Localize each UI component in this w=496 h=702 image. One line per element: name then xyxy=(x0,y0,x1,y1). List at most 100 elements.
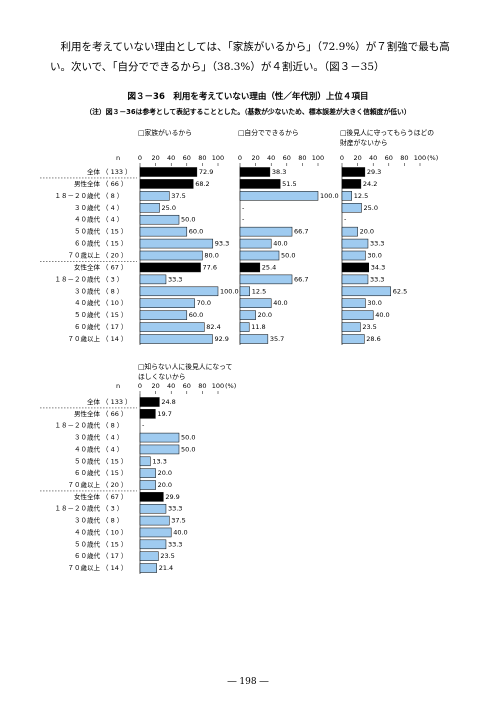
value-label: 66.7 xyxy=(294,275,308,283)
value-label: 11.8 xyxy=(251,323,265,331)
value-label: 40.0 xyxy=(273,240,287,248)
n-label: （ 4 ） xyxy=(102,216,123,224)
value-label: 82.4 xyxy=(206,323,220,331)
chart-title: □家族がいるから xyxy=(138,129,192,137)
bar xyxy=(139,214,180,225)
value-label: - xyxy=(142,422,145,430)
x-tick-label: 40 xyxy=(369,154,377,162)
bar xyxy=(341,334,365,344)
bar xyxy=(341,286,391,297)
row-label: １８－２０歳代 xyxy=(55,274,101,283)
value-label: 35.7 xyxy=(270,335,284,343)
value-label: 23.5 xyxy=(362,323,376,331)
bar xyxy=(139,262,201,273)
bar xyxy=(139,322,205,332)
n-label: （ 15 ） xyxy=(102,311,127,319)
n-label: （ 8 ） xyxy=(102,422,123,430)
bar xyxy=(239,322,250,332)
value-label: 37.5 xyxy=(171,517,185,525)
value-label: 21.4 xyxy=(159,564,173,572)
value-label: 50.0 xyxy=(281,252,295,260)
bar xyxy=(139,203,160,213)
row-label: ７０歳以上 xyxy=(68,563,101,572)
bar xyxy=(139,492,164,502)
x-tick-label: 40 xyxy=(167,382,175,390)
bar xyxy=(239,310,256,320)
value-label: 66.7 xyxy=(294,228,308,236)
bar xyxy=(139,310,188,320)
value-label: 62.5 xyxy=(393,287,407,295)
row-label: ３０歳代 xyxy=(74,203,101,212)
x-tick-label: 100 xyxy=(312,154,324,162)
row-label: ４０歳代 xyxy=(74,444,101,453)
n-label: （ 10 ） xyxy=(102,528,127,536)
n-label: （ 17 ） xyxy=(102,323,127,331)
n-label: （ 14 ） xyxy=(102,335,127,343)
value-label: 29.3 xyxy=(367,168,381,176)
value-label: 60.0 xyxy=(189,311,203,319)
row-label: ５０歳代 xyxy=(74,310,101,319)
row-label: 男性全体 xyxy=(74,409,101,418)
bar xyxy=(239,274,293,285)
page-number: ― 198 ― xyxy=(227,677,269,687)
row-label: ３０歳代 xyxy=(74,286,101,295)
bar xyxy=(139,334,213,344)
bar xyxy=(139,286,219,297)
row-label: 女性全体 xyxy=(74,492,101,501)
value-label: 68.2 xyxy=(195,180,209,188)
bar xyxy=(139,226,188,237)
bar xyxy=(139,167,198,177)
value-label: 30.0 xyxy=(367,299,381,307)
value-label: 40.0 xyxy=(375,311,389,319)
n-label: （ 10 ） xyxy=(102,299,127,307)
n-label: （ 4 ） xyxy=(102,445,123,453)
bar xyxy=(139,238,214,249)
bar xyxy=(239,179,281,189)
value-label: 12.5 xyxy=(354,192,368,200)
value-label: 29.9 xyxy=(165,493,179,501)
x-tick-label: 100 xyxy=(212,382,224,390)
value-label: 25.4 xyxy=(262,263,276,271)
row-label: ５０歳代 xyxy=(74,227,101,236)
value-label: 23.5 xyxy=(160,552,174,560)
row-label: ７０歳以上 xyxy=(68,251,101,260)
bar xyxy=(341,310,374,320)
x-unit: (%) xyxy=(225,382,236,390)
value-label: 33.3 xyxy=(370,275,384,283)
n-label: （ 20 ） xyxy=(102,252,127,260)
bar xyxy=(341,322,361,332)
n-label: （ 8 ） xyxy=(102,287,123,295)
value-label: 33.3 xyxy=(168,275,182,283)
bar xyxy=(239,238,272,249)
bar xyxy=(139,503,167,514)
bar xyxy=(341,203,362,213)
value-label: 50.0 xyxy=(181,216,195,224)
n-label: （ 4 ） xyxy=(102,434,123,442)
bar xyxy=(341,298,366,308)
bar xyxy=(341,179,362,189)
row-label: ６０歳代 xyxy=(74,551,101,560)
value-label: 40.0 xyxy=(273,299,287,307)
bar xyxy=(341,226,358,237)
row-label: ３０歳代 xyxy=(74,516,101,525)
value-label: - xyxy=(242,204,245,212)
paragraph: 利用を考えていない理由としては、「家族がいるから」（72.9%）が７割強で最も高… xyxy=(50,41,450,73)
n-label: （ 15 ） xyxy=(102,240,127,248)
x-tick-label: 20 xyxy=(151,382,159,390)
bar xyxy=(239,262,261,273)
n-label: （ 67 ） xyxy=(102,493,127,501)
bar xyxy=(341,274,369,285)
value-label: 13.3 xyxy=(152,457,166,465)
value-label: 20.0 xyxy=(158,469,172,477)
value-label: 20.0 xyxy=(360,228,374,236)
n-label: （ 15 ） xyxy=(102,457,127,465)
value-label: 80.0 xyxy=(204,252,218,260)
x-tick-label: 60 xyxy=(283,154,291,162)
row-label: １８－２０歳代 xyxy=(55,421,101,430)
x-tick-label: 0 xyxy=(138,382,142,390)
value-label: 100.0 xyxy=(220,287,239,295)
row-label: １８－２０歳代 xyxy=(55,504,101,513)
bar xyxy=(139,298,195,308)
n-label: （ 20 ） xyxy=(102,481,127,489)
value-label: 12.5 xyxy=(252,287,266,295)
